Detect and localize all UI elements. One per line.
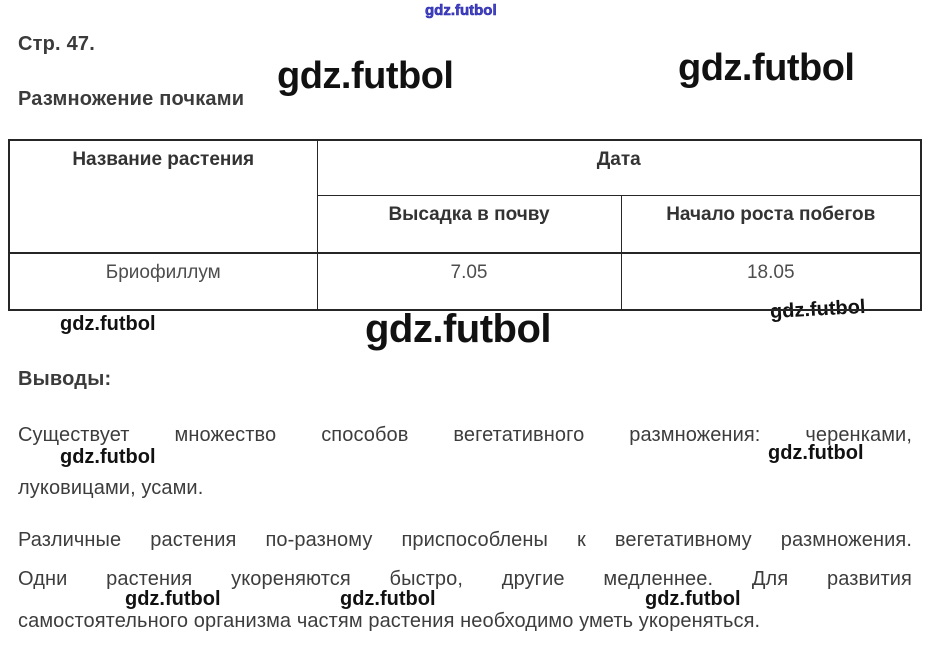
paragraph2-line1: Различные растения по-разному приспособл… — [18, 529, 912, 551]
section-heading: Размножение почками — [18, 88, 245, 110]
watermark-gdz-futbol-para1-right: gdz.futbol — [768, 442, 864, 464]
table-header-growth-start: Начало роста побегов — [620, 194, 922, 254]
watermark-gdz-futbol-below-table-left: gdz.futbol — [60, 313, 156, 335]
conclusions-heading: Выводы: — [18, 368, 112, 390]
watermark-gdz-futbol-below-table-center: gdz.futbol — [365, 307, 552, 351]
table-cell-plant: Бриофиллум — [8, 252, 318, 311]
paragraph1-line2: луковицами, усами. — [18, 477, 204, 499]
page-label: Стр. 47. — [18, 33, 95, 55]
watermark-gdz-futbol-heading: gdz.futbol — [277, 55, 454, 97]
watermark-gdz-futbol-bottom-2: gdz.futbol — [340, 588, 436, 610]
watermark-gdz-futbol-bottom-3: gdz.futbol — [645, 588, 741, 610]
table-row: Бриофиллум 7.05 18.05 — [8, 252, 922, 311]
table-cell-growth-date: 18.05 — [620, 252, 922, 311]
table-cell-planting-date: 7.05 — [316, 252, 622, 311]
plants-table: Название растения Дата Высадка в почву Н… — [8, 139, 923, 311]
table-header-planting: Высадка в почву — [316, 194, 622, 254]
watermark-gdz-futbol-bottom-1: gdz.futbol — [125, 588, 221, 610]
paragraph1-line1: Существует множество способов вегетативн… — [18, 424, 912, 446]
paragraph2-line3: самостоятельного организма частям растен… — [18, 610, 761, 632]
watermark-gdz-futbol-top-right: gdz.futbol — [678, 47, 855, 89]
watermark-gdz-futbol-para1-left: gdz.futbol — [60, 446, 156, 468]
table-header-plant-name: Название растения — [8, 139, 318, 254]
watermark-gdz-futbol-top: gdz.futbol — [425, 2, 497, 20]
table-header-date: Дата — [316, 139, 922, 196]
paragraph2-line2: Одни растения укореняются быстро, другие… — [18, 568, 912, 590]
